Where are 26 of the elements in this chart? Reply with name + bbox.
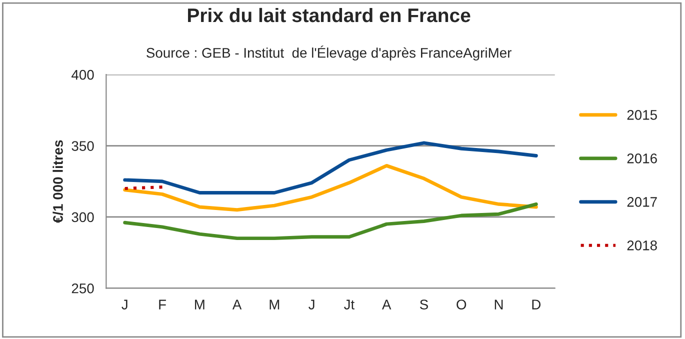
legend-label: 2016: [627, 154, 657, 164]
chart-title: Prix du lait standard en France: [188, 8, 470, 22]
legend-label: 2015: [627, 110, 657, 120]
x-tick-label: F: [159, 300, 166, 310]
x-tick-label: A: [232, 300, 242, 310]
x-tick-label: J: [122, 300, 128, 310]
legend-label: 2018: [627, 240, 657, 250]
line-series: [123, 202, 538, 240]
x-tick-label: M: [270, 300, 280, 310]
x-tick-label: A: [382, 300, 392, 310]
x-tick-label: N: [494, 300, 503, 310]
y-tick-label: 250: [72, 283, 94, 294]
legend-label: 2017: [627, 197, 657, 207]
x-tick-label: S: [420, 300, 428, 310]
y-axis-title: €/1 000 litres: [52, 140, 64, 223]
chart-subtitle: Source : GEB - Institut de l'Élevage d'après FranceAgriMer: [146, 46, 512, 61]
y-tick-label: 350: [72, 141, 94, 151]
y-tick-label: 300: [72, 212, 94, 222]
x-tick-label: M: [195, 300, 204, 310]
x-tick-label: J: [308, 300, 314, 310]
line-series: [123, 164, 538, 212]
y-tick-label: 400: [72, 70, 94, 80]
x-tick-label: Jt: [344, 300, 355, 310]
line-series: [123, 141, 538, 194]
x-tick-label: O: [456, 300, 466, 310]
x-tick-label: D: [532, 300, 541, 310]
